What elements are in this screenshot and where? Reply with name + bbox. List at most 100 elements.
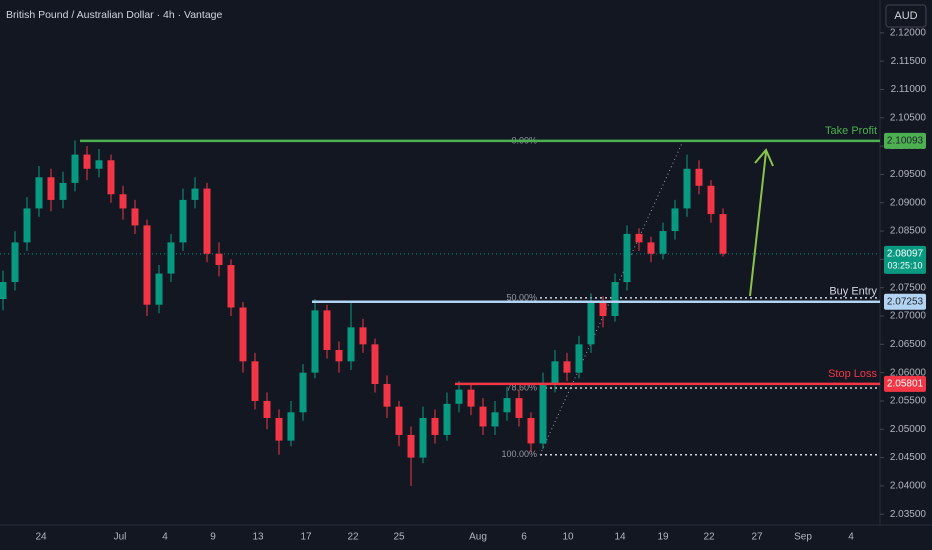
x-tick-label: 4 (162, 532, 168, 543)
candle-body (239, 307, 247, 362)
candle-body (47, 177, 55, 200)
x-tick-label: 25 (393, 532, 405, 543)
candle-body (11, 242, 19, 283)
candle-body (467, 389, 475, 407)
price-tag (884, 293, 926, 310)
candle-body (167, 242, 175, 274)
price-tag-label: 2.05801 (887, 379, 924, 390)
candle-body (719, 214, 727, 254)
y-tick-label: 2.04000 (890, 481, 927, 492)
y-tick-label: 2.11500 (891, 56, 927, 67)
candle-body (587, 301, 595, 345)
last-price-label: 2.08097 (887, 249, 924, 260)
x-tick-label: 14 (614, 532, 626, 543)
candle-body (563, 361, 571, 373)
candle-body (179, 199, 187, 243)
y-tick-label: 2.05000 (890, 424, 927, 435)
y-tick-label: 2.03500 (890, 509, 927, 520)
candle-body (575, 344, 583, 373)
y-tick-label: 2.08500 (890, 226, 927, 237)
x-tick-label: 27 (751, 532, 763, 543)
trade-level-name: Take Profit (825, 125, 877, 137)
price-tag-label: 2.07253 (887, 296, 924, 307)
candle-body (119, 194, 127, 209)
candle-body (275, 417, 283, 441)
candle-body (491, 412, 499, 427)
y-tick-label: 2.07500 (890, 282, 927, 293)
candle-body (251, 361, 259, 401)
candle-body (707, 185, 715, 215)
candle-body (695, 168, 703, 186)
currency-button-label[interactable]: AUD (894, 10, 917, 22)
candle-body (83, 154, 91, 169)
candle-body (503, 398, 511, 413)
candle-body (659, 231, 667, 254)
candle-body (611, 282, 619, 317)
candle-body (263, 400, 271, 418)
candle-body (479, 406, 487, 427)
x-tick-label: 4 (848, 532, 854, 543)
fib-label: 100.00% (501, 449, 537, 459)
y-tick-label: 2.05500 (890, 396, 927, 407)
x-tick-label: 22 (347, 532, 359, 543)
candle-body (71, 154, 79, 183)
chart-title: British Pound / Australian Dollar · 4h ·… (6, 9, 222, 21)
candle-body (227, 265, 235, 308)
last-price-tag (884, 245, 926, 274)
candle-body (647, 242, 655, 254)
x-tick-label: 9 (210, 532, 216, 543)
y-tick-label: 2.07000 (890, 311, 927, 322)
countdown-label: 03:25:10 (887, 260, 922, 270)
candle-body (323, 310, 331, 350)
trade-level-name: Buy Entry (829, 286, 877, 298)
candle-body (599, 301, 607, 317)
candle-body (191, 188, 199, 200)
candle-body (455, 389, 463, 404)
candle-body (203, 188, 211, 254)
candle-body (299, 372, 307, 413)
candle-body (431, 417, 439, 435)
y-tick-label: 2.06500 (890, 339, 927, 350)
candle-body (371, 344, 379, 384)
candle-body (131, 208, 139, 226)
candle-body (635, 233, 643, 243)
candle-body (359, 327, 367, 345)
candle-body (335, 350, 343, 362)
target-arrow (749, 151, 767, 297)
x-tick-label: 24 (35, 532, 47, 543)
y-tick-label: 2.12000 (890, 27, 927, 38)
y-tick-label: 2.10500 (890, 112, 927, 123)
candle-body (215, 253, 223, 266)
x-tick-label: 19 (657, 532, 669, 543)
candle-body (539, 383, 547, 444)
candle-body (287, 412, 295, 441)
fib-label: 78.60% (506, 382, 537, 392)
y-tick-label: 2.06000 (890, 367, 927, 378)
candle-body (671, 208, 679, 232)
y-tick-label: 2.09500 (890, 169, 927, 180)
candle-body (623, 233, 631, 283)
fib-label: 50.00% (506, 292, 537, 302)
currency-button[interactable] (885, 4, 927, 28)
candle-body (395, 406, 403, 435)
candle-body (683, 168, 691, 209)
x-tick-label: 22 (703, 532, 715, 543)
price-tag (884, 375, 926, 392)
candle-body (59, 182, 67, 200)
candle-body (0, 282, 7, 300)
candle-body (107, 160, 115, 195)
candle-body (515, 398, 523, 418)
candle-body (419, 417, 427, 458)
price-tag-label: 2.10093 (887, 135, 924, 146)
x-tick-label: Sep (794, 532, 812, 543)
y-tick-label: 2.11000 (891, 84, 927, 95)
candle-body (527, 417, 535, 444)
x-tick-label: Aug (469, 532, 487, 543)
candle-body (407, 434, 415, 458)
candle-body (35, 177, 43, 209)
candle-body (443, 403, 451, 435)
y-tick-label: 2.04500 (890, 452, 927, 463)
candle-body (95, 160, 103, 169)
